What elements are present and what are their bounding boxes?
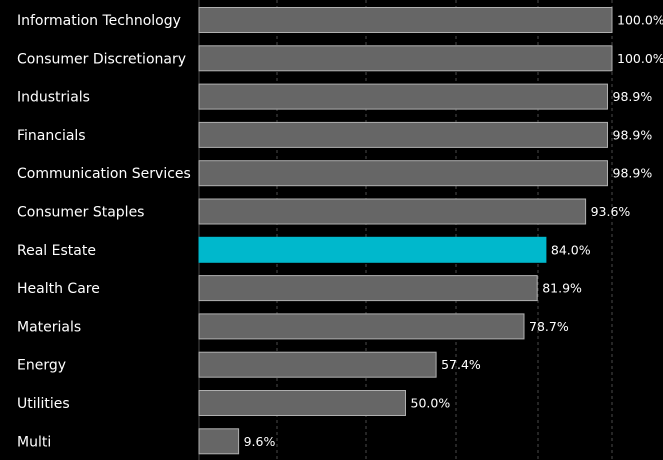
category-label: Multi (17, 434, 51, 450)
bar-health-care (198, 275, 538, 302)
category-label: Health Care (17, 281, 100, 297)
category-label: Utilities (17, 396, 70, 412)
category-labels: Information Technology Consumer Discretio… (17, 13, 191, 450)
bar-consumer-discretionary (198, 45, 613, 72)
bar-utilities (198, 390, 406, 416)
category-label: Energy (17, 358, 66, 374)
value-label: 98.9% (613, 166, 653, 181)
bar-energy (198, 351, 437, 378)
value-label: 98.9% (613, 89, 653, 104)
category-label: Real Estate (17, 243, 96, 259)
bar-financials (198, 121, 608, 148)
value-label: 57.4% (441, 357, 481, 372)
value-label: 81.9% (542, 281, 582, 296)
value-label: 100.0% (617, 51, 663, 66)
category-label: Materials (17, 319, 81, 335)
value-label: 98.9% (613, 127, 653, 142)
value-label: 93.6% (591, 204, 631, 219)
bar-industrials (198, 83, 608, 110)
value-labels: 100.0% 100.0% 98.9% 98.9% 98.9% 93.6% 84.0% 81.… (244, 13, 663, 449)
grid-lines (198, 0, 613, 460)
value-label: 50.0% (411, 396, 451, 411)
category-label: Industrials (17, 90, 90, 106)
category-label: Consumer Staples (17, 205, 144, 221)
value-label: 100.0% (617, 13, 663, 28)
bar-information-technology (198, 7, 613, 33)
value-label: 9.6% (244, 434, 276, 449)
bar-communication-services (198, 160, 608, 187)
value-label: 84.0% (551, 242, 591, 257)
bar-materials (198, 313, 525, 340)
category-label: Financials (17, 128, 86, 144)
bar-real-estate (198, 236, 547, 263)
value-label: 78.7% (529, 319, 569, 334)
category-label: Information Technology (17, 13, 181, 29)
category-label: Communication Services (17, 166, 191, 182)
bar-multi (198, 428, 240, 455)
bar-consumer-staples (198, 198, 587, 225)
category-label: Consumer Discretionary (17, 51, 186, 67)
bars (198, 7, 613, 455)
